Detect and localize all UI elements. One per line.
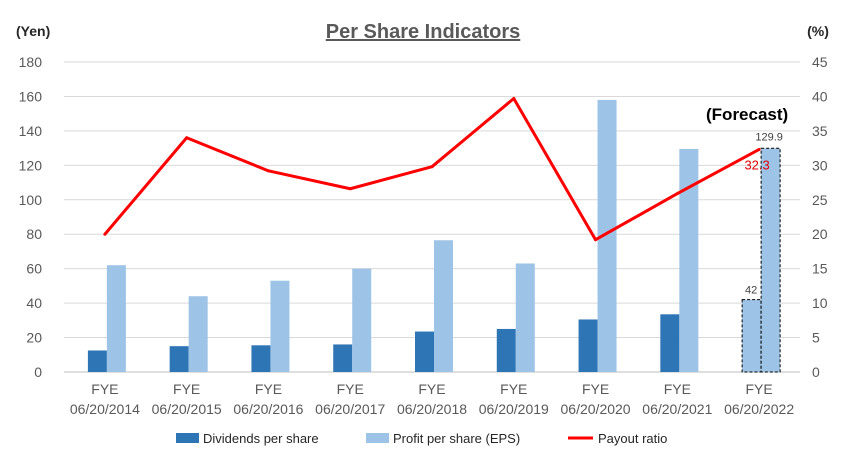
category-label-line1: FYE [582, 381, 609, 397]
right-tick-label: 20 [812, 226, 828, 242]
dividend-bar [87, 350, 107, 372]
category-label-line1: FYE [500, 381, 527, 397]
payout-ratio-line [103, 97, 761, 242]
payout-ratio-point [757, 147, 761, 151]
left-tick-label: 100 [19, 192, 43, 208]
eps-bar [270, 280, 290, 372]
category-label-line2: 06/20/2016 [233, 401, 303, 417]
right-tick-label: 25 [812, 192, 828, 208]
category-label-line2: 06/20/2021 [642, 401, 712, 417]
left-tick-label: 160 [19, 88, 43, 104]
payout-ratio-point [348, 187, 352, 191]
right-tick-label: 0 [812, 364, 820, 380]
payout-ratio-point [594, 238, 598, 242]
forecast-dividend-label: 42 [745, 285, 757, 297]
right-tick-label: 35 [812, 123, 828, 139]
right-tick-label: 10 [812, 295, 828, 311]
right-axis-ticks: 0 5 10 15 20 25 30 35 40 45 [812, 54, 828, 380]
dividend-bar [578, 319, 598, 372]
category-label-line1: FYE [337, 381, 364, 397]
category-label-line2: 06/20/2014 [70, 401, 140, 417]
left-tick-label: 120 [19, 157, 43, 173]
left-tick-label: 20 [26, 330, 42, 346]
left-tick-label: 40 [26, 295, 42, 311]
category-label-line2: 06/20/2019 [479, 401, 549, 417]
left-tick-label: 80 [26, 226, 42, 242]
right-tick-label: 40 [812, 88, 828, 104]
forecast-eps-label: 129.9 [755, 131, 783, 143]
dividend-bar [741, 299, 762, 373]
eps-bar [434, 240, 453, 372]
eps-bar [188, 296, 208, 372]
eps-bar [597, 99, 617, 372]
category-label-line1: FYE [418, 381, 445, 397]
gridlines [64, 61, 800, 373]
category-label-line2: 06/20/2018 [397, 401, 467, 417]
dividend-bar [251, 345, 271, 372]
payout-ratio-point [430, 165, 434, 169]
payout-ratio-point [512, 97, 516, 101]
legend-dividend-swatch [176, 433, 199, 443]
dividend-bar [333, 344, 353, 372]
eps-bar [760, 147, 781, 373]
category-label-line1: FYE [255, 381, 282, 397]
payout-ratio-point [266, 169, 270, 173]
dividend-bar [415, 331, 434, 372]
payout-ratio-point [185, 136, 189, 140]
forecast-label: (Forecast) [706, 105, 788, 124]
eps-bar [106, 265, 126, 372]
category-label-line2: 06/20/2015 [152, 401, 222, 417]
dividend-bar [496, 328, 516, 372]
category-labels: FYE 06/20/2014 FYE 06/20/2015 FYE 06/20/2016 F… [70, 381, 795, 417]
left-tick-label: 180 [19, 54, 43, 70]
category-label-line1: FYE [91, 381, 118, 397]
left-tick-label: 0 [34, 364, 42, 380]
category-label-line2: 06/20/2020 [561, 401, 631, 417]
dividend-bar [660, 314, 680, 372]
eps-bar [352, 268, 372, 372]
payout-ratio-series [103, 97, 760, 242]
left-axis-ticks: 0 20 40 60 80 100 120 140 160 180 [19, 54, 43, 380]
legend-eps-swatch [366, 433, 389, 443]
legend-dividend-label: Dividends per share [203, 431, 319, 446]
chart-title: Per Share Indicators [326, 21, 521, 43]
category-label-line1: FYE [173, 381, 200, 397]
bars [87, 99, 781, 373]
left-tick-label: 60 [26, 261, 42, 277]
payout-ratio-point [103, 232, 107, 236]
eps-bar [515, 263, 535, 372]
dividend-bar [169, 346, 189, 372]
eps-bar [679, 148, 699, 372]
category-label-line2: 06/20/2022 [724, 401, 794, 417]
left-axis-unit: (Yen) [16, 23, 50, 39]
payout-ratio-point [675, 192, 679, 196]
category-label-line2: 06/20/2017 [315, 401, 385, 417]
category-label-line1: FYE [745, 381, 772, 397]
category-label-line1: FYE [664, 381, 691, 397]
forecast-marks: (Forecast) 42 129.9 32.3 [706, 105, 788, 297]
legend: Dividends per share Profit per share (EPS… [176, 431, 667, 446]
right-tick-label: 5 [812, 330, 820, 346]
right-tick-label: 45 [812, 54, 828, 70]
right-tick-label: 30 [812, 157, 828, 173]
right-tick-label: 15 [812, 261, 828, 277]
left-tick-label: 140 [19, 123, 43, 139]
forecast-ratio-label: 32.3 [744, 157, 769, 172]
right-axis-unit: (%) [807, 23, 829, 39]
legend-ratio-label: Payout ratio [598, 431, 667, 446]
legend-eps-label: Profit per share (EPS) [393, 431, 520, 446]
